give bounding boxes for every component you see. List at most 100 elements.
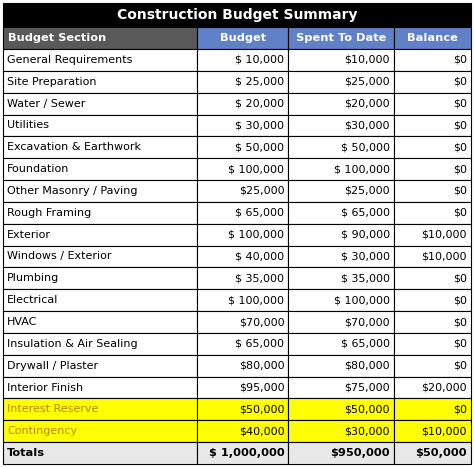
Bar — [3, 49, 197, 71]
Bar — [289, 311, 394, 333]
Text: Foundation: Foundation — [7, 164, 69, 174]
Bar — [289, 92, 394, 114]
Bar — [394, 333, 471, 355]
Bar — [197, 180, 289, 202]
Bar — [197, 27, 289, 49]
Text: Budget: Budget — [220, 33, 266, 43]
Text: $10,000: $10,000 — [421, 426, 467, 436]
Text: $ 100,000: $ 100,000 — [228, 164, 284, 174]
Text: $ 10,000: $ 10,000 — [236, 55, 284, 65]
Bar — [3, 268, 197, 289]
Bar — [394, 27, 471, 49]
Text: Spent To Date: Spent To Date — [296, 33, 386, 43]
Bar — [394, 289, 471, 311]
Bar — [289, 420, 394, 442]
Text: $10,000: $10,000 — [421, 230, 467, 240]
Text: Rough Framing: Rough Framing — [7, 208, 91, 218]
Bar — [197, 114, 289, 136]
Bar — [289, 289, 394, 311]
Bar — [394, 49, 471, 71]
Text: $10,000: $10,000 — [421, 252, 467, 262]
Text: $10,000: $10,000 — [344, 55, 390, 65]
Bar — [3, 114, 197, 136]
Text: Plumbing: Plumbing — [7, 273, 59, 283]
Bar — [3, 3, 471, 27]
Text: $ 100,000: $ 100,000 — [228, 295, 284, 305]
Bar — [3, 311, 197, 333]
Bar — [3, 27, 197, 49]
Text: $0: $0 — [453, 273, 467, 283]
Bar — [3, 224, 197, 246]
Bar — [394, 355, 471, 376]
Bar — [197, 311, 289, 333]
Text: $ 65,000: $ 65,000 — [236, 339, 284, 349]
Bar — [3, 420, 197, 442]
Bar — [3, 246, 197, 268]
Bar — [289, 224, 394, 246]
Bar — [394, 71, 471, 92]
Text: $0: $0 — [453, 120, 467, 130]
Bar — [197, 158, 289, 180]
Bar — [394, 311, 471, 333]
Bar — [197, 289, 289, 311]
Bar — [289, 246, 394, 268]
Text: Electrical: Electrical — [7, 295, 58, 305]
Text: Interior Finish: Interior Finish — [7, 382, 83, 393]
Bar — [394, 114, 471, 136]
Text: Contingency: Contingency — [7, 426, 77, 436]
Bar — [289, 136, 394, 158]
Text: Balance: Balance — [407, 33, 458, 43]
Text: Budget Section: Budget Section — [8, 33, 106, 43]
Text: Totals: Totals — [7, 448, 45, 458]
Text: $70,000: $70,000 — [239, 317, 284, 327]
Text: $ 65,000: $ 65,000 — [341, 339, 390, 349]
Bar — [394, 420, 471, 442]
Text: $0: $0 — [453, 339, 467, 349]
Text: Windows / Exterior: Windows / Exterior — [7, 252, 111, 262]
Text: $95,000: $95,000 — [239, 382, 284, 393]
Bar — [3, 376, 197, 398]
Text: $ 50,000: $ 50,000 — [341, 142, 390, 152]
Bar — [289, 49, 394, 71]
Text: $40,000: $40,000 — [239, 426, 284, 436]
Text: $ 65,000: $ 65,000 — [236, 208, 284, 218]
Bar — [197, 398, 289, 420]
Bar — [3, 289, 197, 311]
Text: $20,000: $20,000 — [344, 99, 390, 109]
Text: $0: $0 — [453, 55, 467, 65]
Text: Excavation & Earthwork: Excavation & Earthwork — [7, 142, 141, 152]
Bar — [394, 246, 471, 268]
Bar — [197, 202, 289, 224]
Bar — [3, 398, 197, 420]
Bar — [394, 268, 471, 289]
Bar — [289, 268, 394, 289]
Bar — [197, 92, 289, 114]
Text: $ 50,000: $ 50,000 — [236, 142, 284, 152]
Bar — [289, 71, 394, 92]
Text: $0: $0 — [453, 142, 467, 152]
Text: $80,000: $80,000 — [344, 361, 390, 371]
Bar — [289, 180, 394, 202]
Bar — [289, 442, 394, 464]
Bar — [394, 376, 471, 398]
Bar — [289, 355, 394, 376]
Text: $0: $0 — [453, 208, 467, 218]
Text: Other Masonry / Paving: Other Masonry / Paving — [7, 186, 137, 196]
Bar — [197, 49, 289, 71]
Text: $20,000: $20,000 — [421, 382, 467, 393]
Bar — [3, 92, 197, 114]
Bar — [197, 333, 289, 355]
Text: $950,000: $950,000 — [330, 448, 390, 458]
Text: $0: $0 — [453, 186, 467, 196]
Bar — [394, 202, 471, 224]
Text: $25,000: $25,000 — [239, 186, 284, 196]
Text: $75,000: $75,000 — [344, 382, 390, 393]
Bar — [289, 114, 394, 136]
Text: $ 40,000: $ 40,000 — [236, 252, 284, 262]
Bar — [394, 224, 471, 246]
Bar — [197, 355, 289, 376]
Text: Insulation & Air Sealing: Insulation & Air Sealing — [7, 339, 137, 349]
Text: $ 100,000: $ 100,000 — [334, 164, 390, 174]
Text: $0: $0 — [453, 404, 467, 414]
Bar — [3, 202, 197, 224]
